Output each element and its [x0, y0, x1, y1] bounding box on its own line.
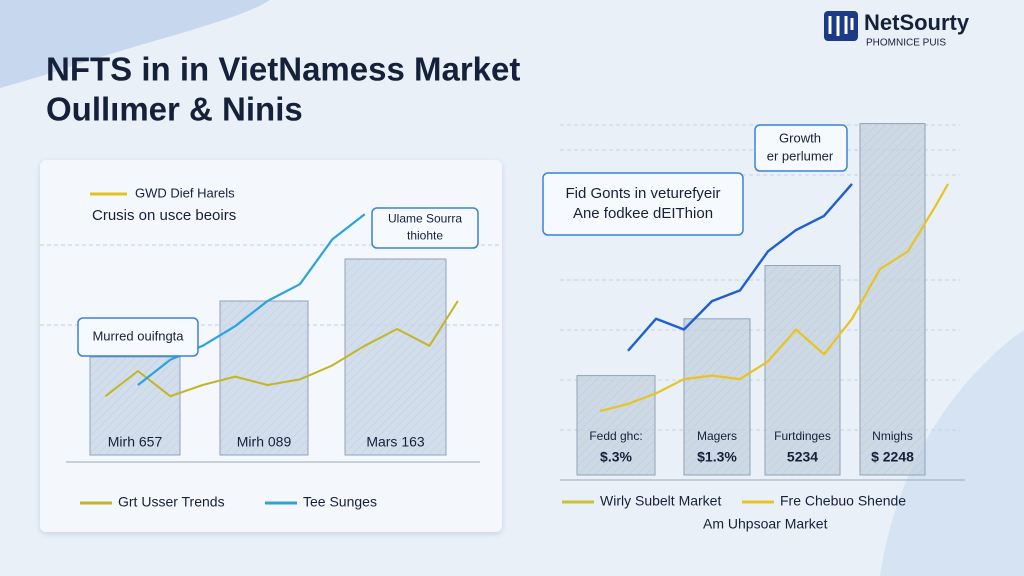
annotation: Growth	[779, 130, 821, 145]
bar-hatch	[345, 259, 446, 455]
line	[627, 183, 853, 352]
legend-label: Fre Chebuo Shende	[780, 493, 906, 509]
bar-hatch	[765, 265, 840, 475]
callout-box	[371, 207, 479, 249]
callout-box	[542, 172, 744, 236]
line	[137, 213, 366, 386]
logo-glyph	[828, 16, 854, 36]
bar-hatch	[860, 123, 925, 476]
bar-label: Furtdinges	[774, 429, 831, 443]
bar-label: Nmighs	[872, 429, 913, 443]
logo-name: NetSourty	[864, 10, 970, 35]
legend-label: Grt Usser Trends	[118, 494, 225, 510]
annotation: Fid Gonts in veturefyeir	[565, 185, 720, 202]
bar-sublabel: 5234	[787, 449, 818, 465]
line	[104, 300, 459, 398]
bar-sublabel: $1.3%	[697, 449, 737, 465]
annotation: Ulame Sourra	[388, 212, 462, 226]
chart: Mirh 657 Mirh 089 Mars 163 GWD Dief Harels C…	[77, 185, 479, 510]
page-title: NFTS in in VietNamess Market	[46, 51, 520, 88]
bar-sublabel: $ 2248	[871, 449, 914, 465]
legend-label: Wirly Subelt Market	[600, 493, 721, 509]
callout-box	[754, 124, 848, 172]
logo-icon	[824, 11, 858, 41]
line	[599, 183, 949, 413]
callout-box	[77, 317, 199, 357]
decor-blob	[0, 0, 270, 88]
decor-blob	[880, 330, 1024, 576]
logo-sub: PHOMNICE PUIS	[866, 38, 946, 49]
chart: Fedd ghc: $.3% Magers $1.3% Furtdinges 5234 Nm…	[542, 123, 949, 532]
bar-sublabel: $.3%	[600, 449, 632, 465]
bar-label: Mirh 089	[237, 434, 292, 450]
logo: NetSourty PHOMNICE PUIS	[824, 10, 970, 49]
bar-hatch	[577, 375, 655, 475]
annotation: GWD Dief Harels	[135, 185, 235, 200]
annotation: Crusis on usce beoirs	[92, 207, 236, 224]
legend-note: Am Uhpsoar Market	[703, 516, 828, 532]
page-title: Oullımer & Ninis	[46, 91, 303, 128]
bar-label: Mirh 657	[108, 434, 163, 450]
annotation: Murred ouifngta	[92, 328, 184, 343]
annotation: thiohte	[407, 229, 443, 243]
bar-label: Mars 163	[366, 434, 425, 450]
bar-label: Fedd ghc:	[589, 429, 642, 443]
bar-label: Magers	[697, 429, 737, 443]
legend-label: Tee Sunges	[303, 494, 377, 510]
annotation: Ane fodkee dEIThion	[573, 205, 713, 222]
bar-hatch	[684, 318, 750, 475]
annotation: er perlumer	[767, 148, 834, 163]
